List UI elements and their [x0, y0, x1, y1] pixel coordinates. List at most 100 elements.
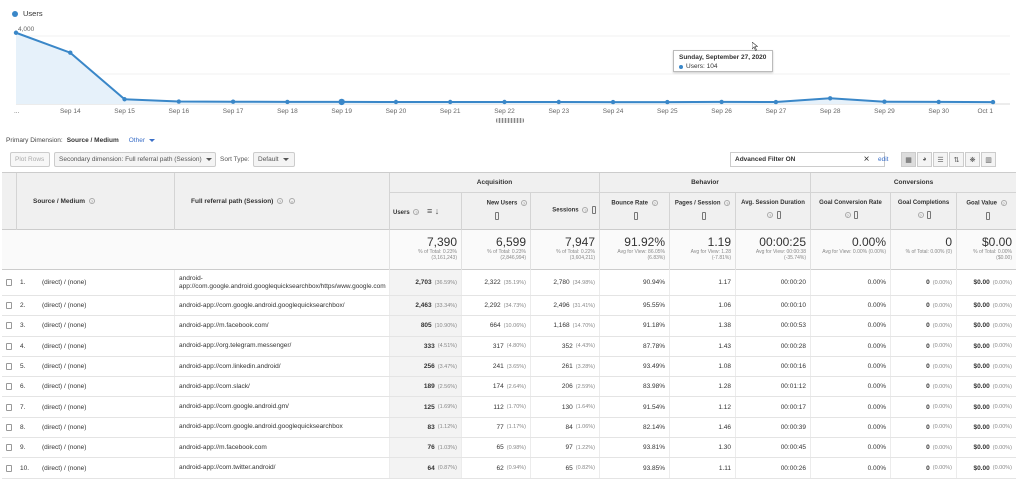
- bar-icon: [854, 211, 859, 219]
- data-point: [827, 96, 833, 101]
- row-referral-path[interactable]: android-app://com.google.android.googleq…: [174, 270, 389, 295]
- header-bounce-rate[interactable]: Bounce Rate ?: [599, 193, 669, 231]
- row-source-medium[interactable]: (direct) / (none): [42, 363, 87, 371]
- row-referral-path[interactable]: android-app://m.facebook.com: [174, 438, 389, 458]
- row-source-medium[interactable]: (direct) / (none): [42, 279, 87, 286]
- row-referral-path[interactable]: android-app://com.google.android.googleq…: [174, 417, 389, 438]
- row-referral-path[interactable]: android-app://com.google.android.googleq…: [174, 296, 389, 316]
- row-referral-path[interactable]: android-app://com.linkedin.android/: [174, 356, 389, 377]
- row-checkbox[interactable]: [6, 444, 12, 452]
- table-toolbar: Plot Rows Secondary dimension: Full refe…: [10, 152, 1006, 168]
- row-goal-completions: 0 (0.00%): [890, 458, 956, 478]
- row-checkbox[interactable]: [6, 403, 12, 411]
- row-sessions: 261 (3.28%): [530, 356, 599, 377]
- row-checkbox[interactable]: [6, 302, 12, 310]
- header-pages-session[interactable]: Pages / Session ?: [669, 193, 735, 231]
- pie-view-icon[interactable]: ◕: [917, 152, 932, 167]
- header-users[interactable]: Users ? ≡ ↓: [389, 193, 461, 231]
- row-goal-value: $0.00 (0.00%): [956, 296, 1016, 316]
- comparison-view-icon[interactable]: ⇅: [949, 152, 964, 167]
- close-icon[interactable]: ×: [863, 154, 870, 165]
- x-tick-label: Sep 16: [169, 108, 190, 115]
- x-tick-label: Sep 18: [277, 108, 298, 115]
- x-tick-label: Sep 23: [548, 108, 569, 115]
- data-point: [230, 99, 236, 104]
- table-view-icon[interactable]: ▦: [901, 152, 916, 167]
- row-checkbox[interactable]: [6, 423, 12, 431]
- row-goal-value: $0.00 (0.00%): [956, 316, 1016, 336]
- row-source-medium[interactable]: (direct) / (none): [42, 322, 87, 330]
- row-new-users: 2,322 (35.19%): [461, 270, 530, 295]
- row-referral-path[interactable]: android-app://com.slack/: [174, 377, 389, 397]
- row-new-users: 112 (1.70%): [461, 397, 530, 417]
- header-goal-completions[interactable]: Goal Completions ?: [890, 193, 956, 231]
- data-point: [176, 99, 182, 104]
- row-checkbox[interactable]: [6, 363, 12, 371]
- row-goal-conversion-rate: 0.00%: [810, 270, 890, 295]
- row-avg-duration: 00:00:53: [735, 316, 810, 336]
- header-sessions[interactable]: Sessions ?: [530, 193, 599, 231]
- help-icon[interactable]: ?: [89, 198, 95, 204]
- chart-legend[interactable]: Users: [12, 9, 43, 18]
- row-referral-path[interactable]: android-app://org.telegram.messenger/: [174, 336, 389, 356]
- row-source-medium[interactable]: (direct) / (none): [42, 464, 87, 472]
- row-checkbox[interactable]: [6, 322, 12, 330]
- data-point: [610, 99, 616, 105]
- view-switcher: ▦ ◕ ☰ ⇅ ❋ ▥: [901, 152, 997, 167]
- advanced-filter-field[interactable]: Advanced Filter ON: [730, 152, 885, 167]
- header-avg-session-duration[interactable]: Avg. Session Duration ?: [735, 193, 810, 231]
- row-index: 8.: [20, 423, 26, 431]
- row-checkbox-cell: [2, 458, 16, 477]
- row-goal-completions: 0 (0.00%): [890, 438, 956, 458]
- row-sessions: 2,496 (31.41%): [530, 296, 599, 316]
- header-goal-value[interactable]: Goal Value ?: [956, 193, 1016, 231]
- row-pages-session: 1.28: [669, 377, 735, 397]
- sort-type-dropdown[interactable]: Default: [253, 152, 295, 167]
- chevron-down-icon: [282, 158, 289, 161]
- row-referral-path[interactable]: android-app://m.facebook.com/: [174, 316, 389, 336]
- secondary-dimension-dropdown[interactable]: Secondary dimension: Full referral path …: [54, 152, 216, 167]
- help-icon[interactable]: ?: [277, 198, 283, 204]
- header-referral-path[interactable]: Full referral path (Session) ? ×: [174, 173, 389, 231]
- primary-dimension-source-medium[interactable]: Source / Medium: [66, 137, 119, 144]
- mouse-cursor-icon: [752, 42, 758, 51]
- data-point: [13, 30, 19, 35]
- primary-dimension-other[interactable]: Other: [129, 137, 155, 144]
- row-goal-conversion-rate: 0.00%: [810, 458, 890, 478]
- x-tick-label: ...: [14, 108, 20, 115]
- edit-filter-link[interactable]: edit: [878, 156, 889, 163]
- row-source-medium[interactable]: (direct) / (none): [42, 444, 87, 452]
- row-checkbox[interactable]: [6, 279, 12, 286]
- pivot-view-icon[interactable]: ▥: [981, 152, 996, 167]
- row-source-medium[interactable]: (direct) / (none): [42, 342, 87, 350]
- row-checkbox[interactable]: [6, 383, 12, 391]
- plot-rows-button[interactable]: Plot Rows: [10, 152, 50, 167]
- tooltip-value: Users: 104: [686, 63, 718, 70]
- totals-row: 7,390 % of Total: 0.23% (3,161,243) 6,59…: [2, 230, 1016, 270]
- row-source-medium[interactable]: (direct) / (none): [42, 302, 87, 310]
- row-index: 6.: [20, 383, 26, 391]
- row-checkbox[interactable]: [6, 464, 12, 472]
- row-users: 76 (1.03%): [389, 438, 461, 458]
- header-new-users[interactable]: New Users ?: [461, 193, 530, 231]
- chart-resize-handle[interactable]: [496, 118, 524, 123]
- row-checkbox[interactable]: [6, 342, 12, 350]
- row-checkbox-cell: [2, 316, 16, 335]
- total-avg-duration: 00:00:25 Avg for View: 00:00:38 (-35.74%…: [735, 230, 810, 270]
- row-referral-path[interactable]: android-app://com.google.android.gm/: [174, 397, 389, 417]
- row-source-medium[interactable]: (direct) / (none): [42, 403, 87, 411]
- row-referral-path[interactable]: android-app://com.twitter.android/: [174, 458, 389, 478]
- row-source-medium[interactable]: (direct) / (none): [42, 383, 87, 391]
- report-table: Source / Medium ? Full referral path (Se…: [2, 172, 1016, 479]
- term-cloud-view-icon[interactable]: ❋: [965, 152, 980, 167]
- performance-view-icon[interactable]: ☰: [933, 152, 948, 167]
- data-point: [773, 99, 779, 105]
- row-source-medium[interactable]: (direct) / (none): [42, 423, 87, 431]
- header-goal-conversion-rate[interactable]: Goal Conversion Rate ?: [810, 193, 890, 231]
- row-bounce-rate: 82.14%: [599, 417, 669, 438]
- header-source-medium[interactable]: Source / Medium ?: [16, 173, 174, 231]
- row-pages-session: 1.30: [669, 438, 735, 458]
- remove-dimension-icon[interactable]: ×: [289, 198, 295, 204]
